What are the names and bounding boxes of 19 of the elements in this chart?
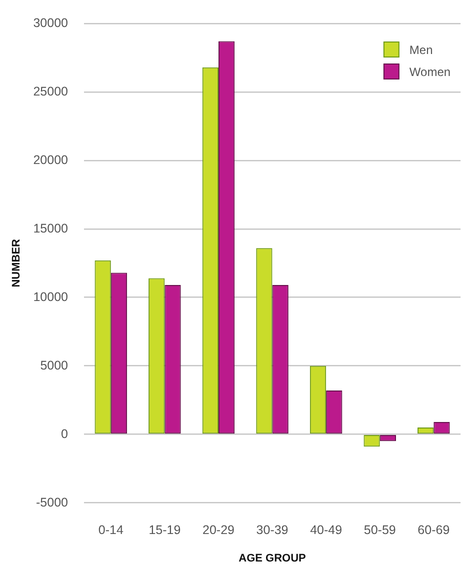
y-tick-label: 20000 bbox=[33, 152, 68, 167]
x-tick-label: 20-29 bbox=[202, 522, 235, 537]
x-axis-title: AGE GROUP bbox=[238, 552, 306, 564]
y-tick-label: 5000 bbox=[40, 358, 68, 372]
legend-label: Men bbox=[409, 42, 433, 57]
y-axis-title: NUMBER bbox=[10, 238, 23, 288]
x-tick-label: 60-69 bbox=[418, 522, 450, 537]
x-tick-label: 50-59 bbox=[364, 522, 396, 537]
y-tick-label: 10000 bbox=[33, 290, 68, 304]
x-tick-label: 15-19 bbox=[148, 522, 181, 537]
y-tick-label: 15000 bbox=[33, 221, 68, 236]
x-tick-label: 30-39 bbox=[256, 522, 288, 537]
x-tick-label: 40-49 bbox=[310, 522, 342, 537]
legend-label: Women bbox=[409, 64, 451, 79]
y-tick-label: 30000 bbox=[33, 16, 68, 30]
x-tick-label: 0-14 bbox=[98, 522, 124, 537]
y-tick-label: 25000 bbox=[33, 84, 68, 98]
y-tick-label: -5000 bbox=[36, 495, 68, 510]
y-tick-label: 0 bbox=[61, 426, 68, 441]
